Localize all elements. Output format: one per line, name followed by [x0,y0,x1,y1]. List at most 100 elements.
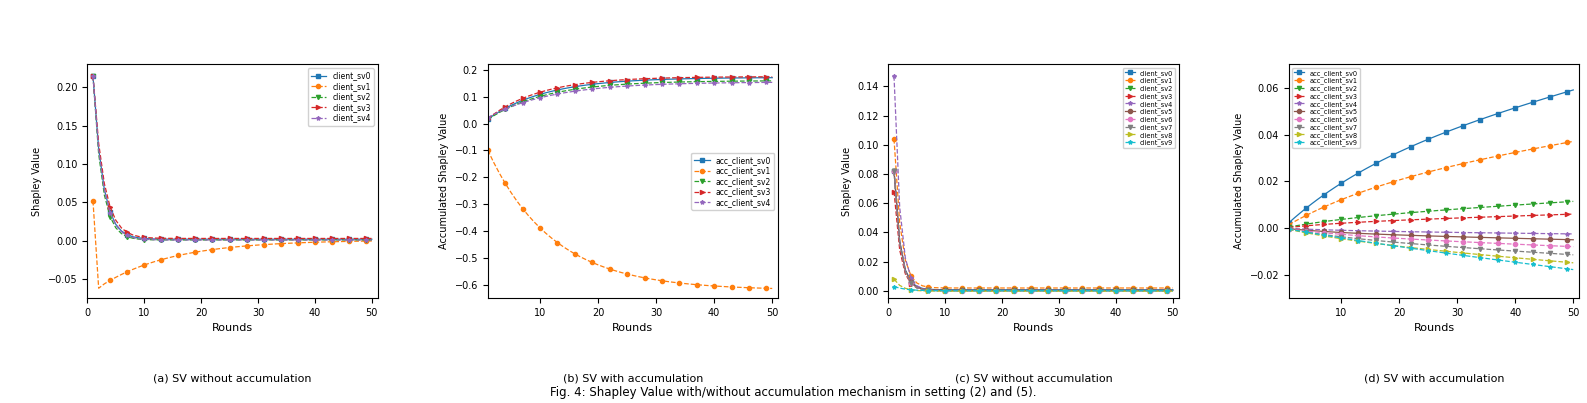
acc_client_sv4 [1460,230,1479,235]
client_sv9 [1027,289,1046,293]
acc_client_sv7 [1408,242,1427,247]
acc_client_sv1 [1401,174,1420,179]
client_sv0 [140,237,159,241]
client_sv2 [1084,288,1103,293]
client_sv6 [952,289,971,293]
acc_client_sv0 [1563,87,1582,92]
acc_client_sv9 [1517,261,1536,266]
acc_client_sv0 [560,85,579,90]
client_sv7 [919,288,938,293]
acc_client_sv3 [1384,218,1403,223]
acc_client_sv2 [1308,220,1327,225]
client_sv8 [1055,289,1074,294]
Text: (d) SV with accumulation: (d) SV with accumulation [1363,373,1504,383]
Line: acc_client_sv1: acc_client_sv1 [1287,139,1576,227]
acc_client_sv4 [705,81,724,85]
acc_client_sv4 [1471,231,1490,235]
acc_client_sv2 [1395,211,1414,216]
client_sv4 [1038,288,1057,293]
client_sv2 [322,237,341,242]
acc_client_sv0 [1546,93,1565,98]
client_sv3 [1084,288,1103,293]
client_sv3 [152,236,171,241]
client_sv0 [1117,287,1136,292]
client_sv1 [981,286,1000,291]
acc_client_sv2 [728,79,747,83]
acc_client_sv3 [1314,222,1333,227]
client_sv9 [1038,289,1057,293]
client_sv5 [930,288,949,293]
client_sv9 [1163,289,1182,293]
acc_client_sv3 [1290,224,1309,229]
acc_client_sv2 [495,107,514,112]
client_sv4 [1101,288,1120,293]
client_sv8 [1016,289,1035,294]
acc_client_sv8 [1343,238,1362,243]
acc_client_sv1 [582,260,601,265]
client_sv0 [214,237,233,242]
acc_client_sv1 [501,190,521,195]
client_sv2 [124,236,143,241]
client_sv3 [175,236,194,241]
acc_client_sv2 [628,81,647,86]
acc_client_sv2 [525,96,544,100]
client_sv9 [1009,289,1028,293]
acc_client_sv4 [600,85,619,90]
acc_client_sv1 [1390,178,1409,183]
client_sv6 [1095,289,1114,293]
client_sv2 [981,288,1000,293]
client_sv0 [936,287,955,292]
acc_client_sv8 [1524,257,1543,262]
client_sv0 [965,287,984,292]
acc_client_sv9 [1454,253,1473,258]
client_sv8 [890,283,909,288]
acc_client_sv4 [1493,231,1512,235]
acc_client_sv1 [1558,140,1577,145]
client_sv4 [329,237,348,242]
acc_client_sv9 [1500,259,1519,264]
client_sv7 [1101,288,1120,293]
client_sv4 [1084,288,1103,293]
client_sv0 [322,237,341,242]
acc_client_sv5 [1325,230,1344,235]
client_sv2 [232,237,251,242]
acc_client_sv1 [624,273,643,278]
client_sv2 [282,237,302,242]
acc_client_sv2 [757,79,776,83]
client_sv2 [998,288,1017,293]
client_sv0 [924,287,943,292]
acc_client_sv2 [519,98,538,102]
client_sv6 [1049,289,1068,293]
acc_client_sv9 [1447,252,1466,257]
client_sv9 [970,289,989,293]
client_sv0 [129,235,148,240]
acc_client_sv7 [1320,233,1339,238]
acc_client_sv3 [554,84,573,89]
acc_client_sv4 [740,80,759,85]
acc_client_sv8 [1476,253,1495,258]
acc_client_sv9 [1552,266,1571,270]
acc_client_sv1 [763,286,782,291]
Text: Fig. 4: Shapley Value with/without accumulation mechanism in setting (2) and (5): Fig. 4: Shapley Value with/without accum… [551,386,1036,399]
acc_client_sv1 [484,160,503,165]
client_sv1 [95,281,114,286]
client_sv7 [890,241,909,245]
acc_client_sv6 [1506,242,1525,247]
acc_client_sv3 [763,74,782,79]
client_sv1 [890,220,909,225]
acc_client_sv0 [1425,135,1444,139]
client_sv4 [1066,288,1086,293]
client_sv2 [959,288,978,293]
acc_client_sv3 [1401,217,1420,222]
acc_client_sv3 [1541,212,1560,217]
client_sv7 [1033,288,1052,293]
client_sv4 [146,237,165,242]
client_sv4 [1146,288,1165,293]
client_sv7 [1066,288,1086,293]
acc_client_sv0 [490,109,509,114]
client_sv7 [901,280,920,285]
acc_client_sv3 [1552,212,1571,217]
client_sv9 [1066,289,1086,293]
client_sv4 [1049,288,1068,293]
client_sv1 [181,251,200,256]
